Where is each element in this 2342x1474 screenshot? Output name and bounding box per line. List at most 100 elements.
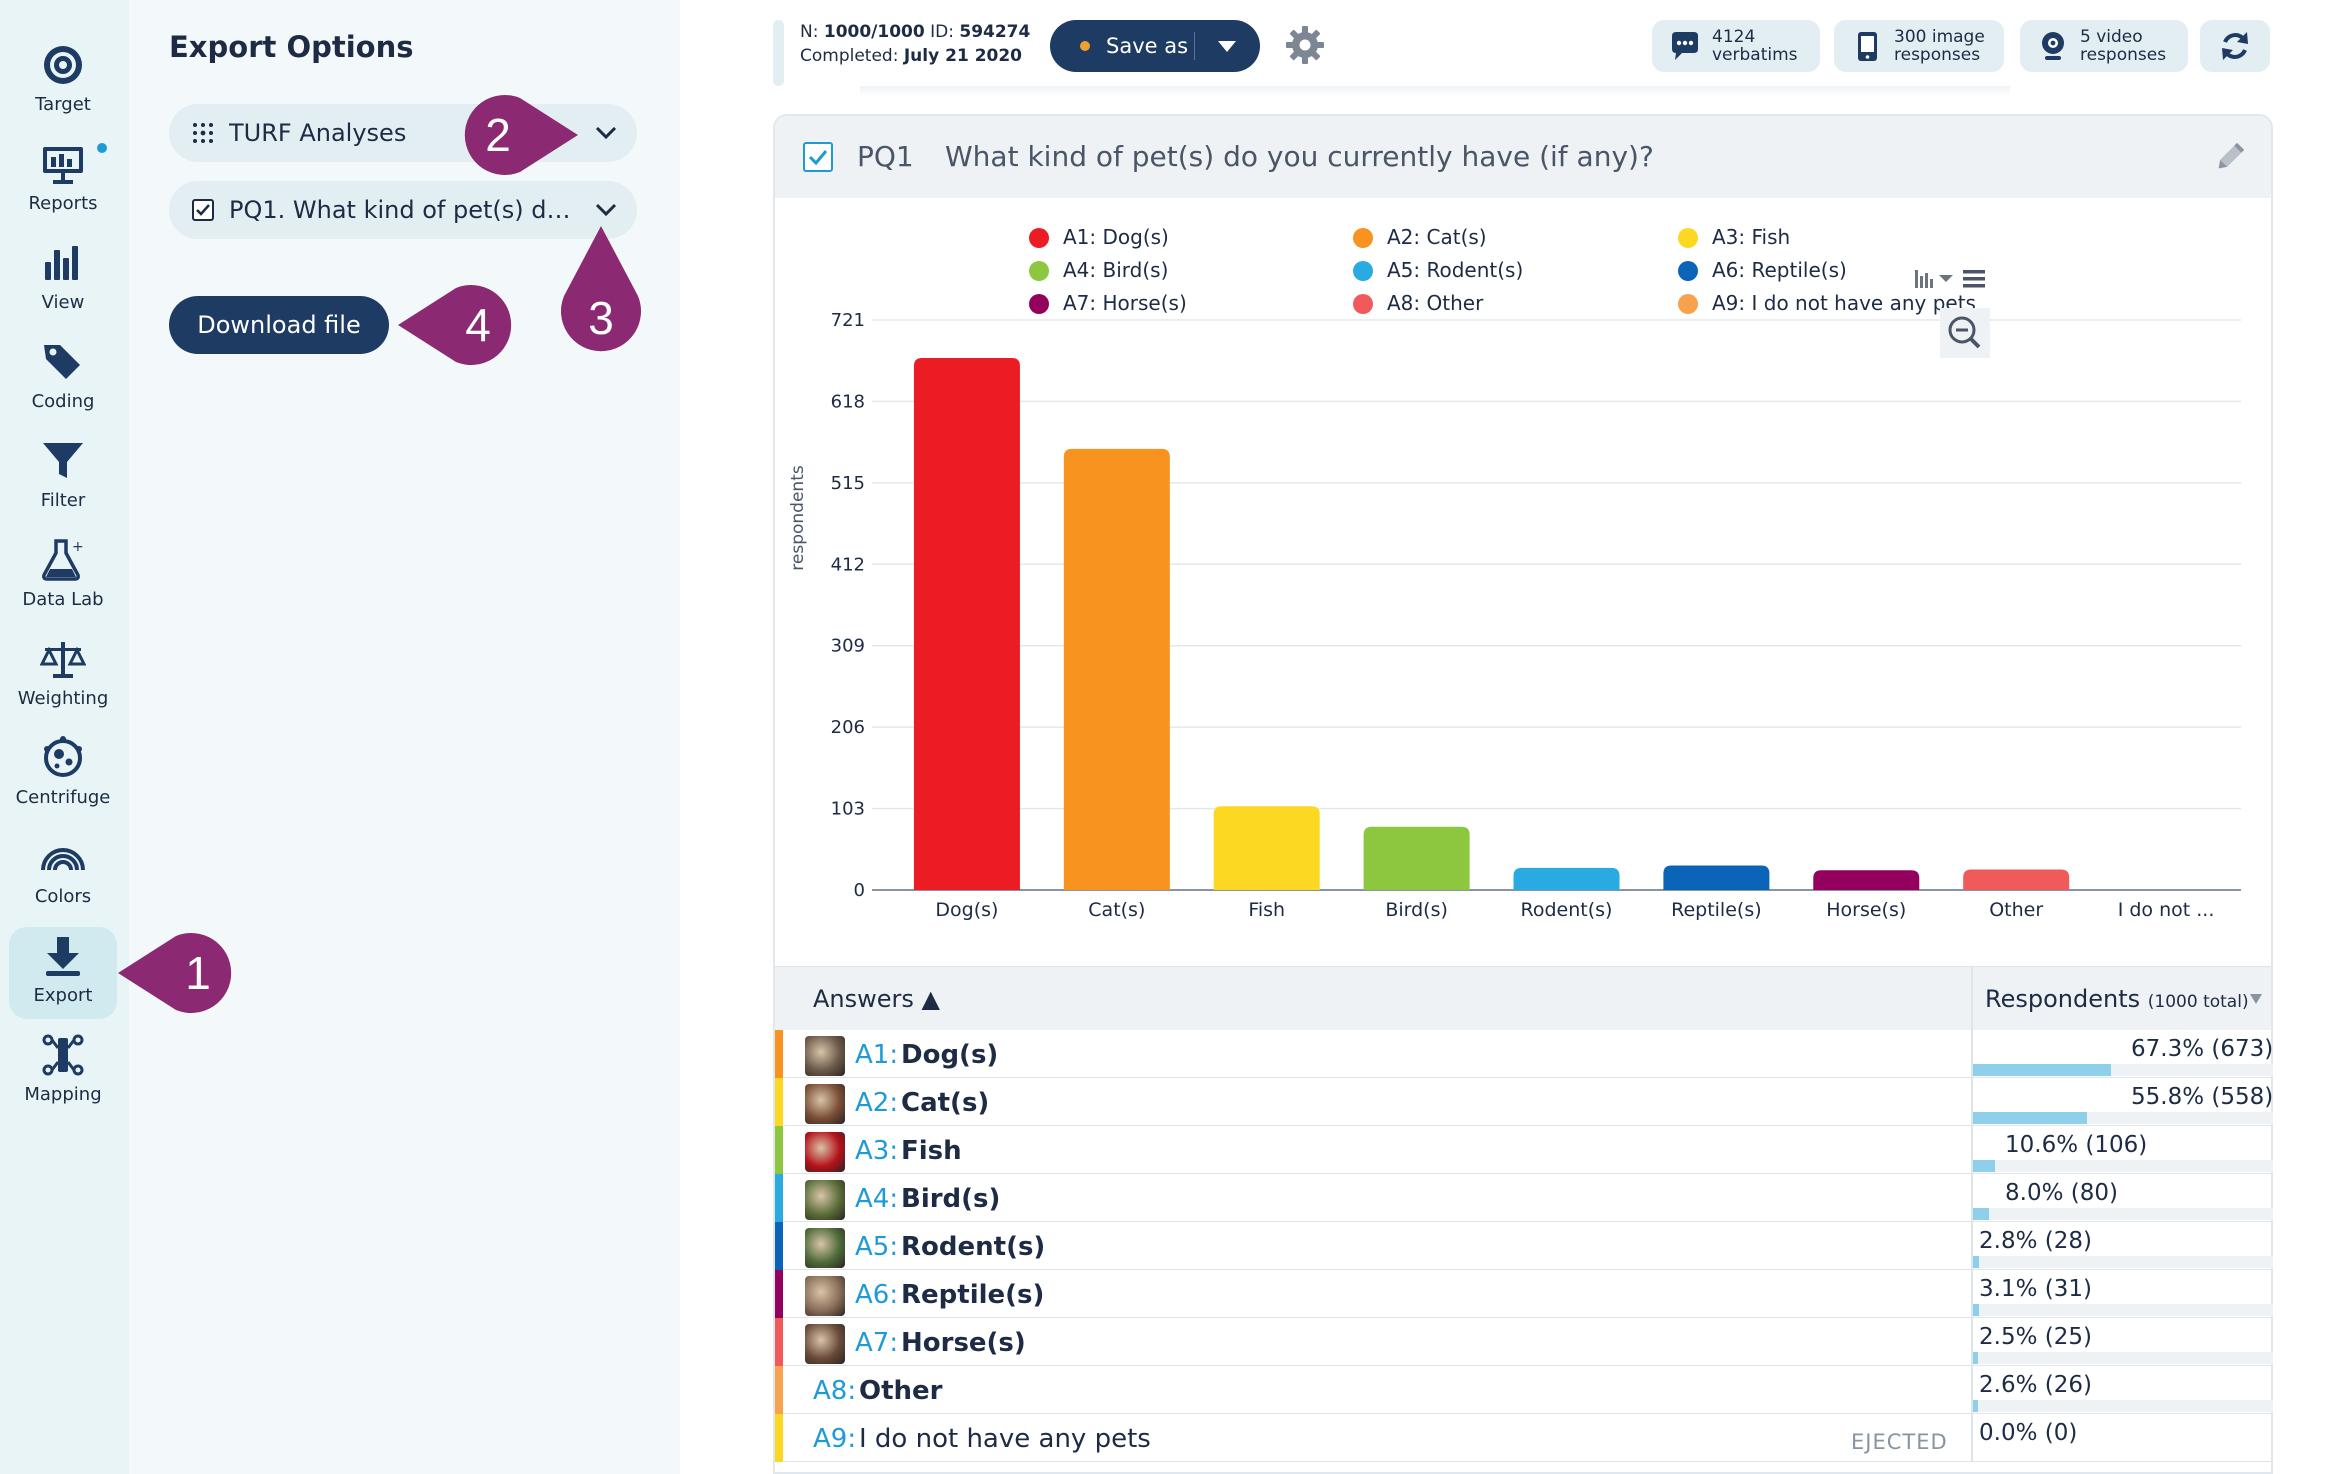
nav-label: Coding xyxy=(31,391,95,412)
answer-code: A2: xyxy=(855,1088,899,1118)
x-tick-label: Horse(s) xyxy=(1826,899,1906,921)
table-row[interactable]: A8: Other 2.6% (26) xyxy=(775,1366,2273,1414)
bar-rodent-s-[interactable] xyxy=(1513,867,1620,890)
answer-thumbnail[interactable] xyxy=(805,1276,845,1316)
question-card: PQ1 What kind of pet(s) do you currently… xyxy=(773,114,2273,1474)
bar-other[interactable] xyxy=(1963,869,2070,890)
bar-cat-s-[interactable] xyxy=(1063,448,1170,890)
legend-item[interactable]: A2: Cat(s) xyxy=(1353,225,1487,249)
table-row[interactable]: A9: I do not have any pets EJECTED 0.0% (0… xyxy=(775,1414,2271,1462)
divider xyxy=(1194,32,1195,60)
question-select[interactable]: PQ1. What kind of pet(s) do… xyxy=(169,181,637,239)
gear-icon[interactable] xyxy=(1284,24,1326,66)
answer-thumbnail[interactable] xyxy=(805,1180,845,1220)
bar-reptile-s-[interactable] xyxy=(1663,865,1770,890)
x-tick-label: Fish xyxy=(1248,899,1285,921)
respondents-value: 10.6% (106) xyxy=(2005,1132,2148,1158)
bar-bird-s-[interactable] xyxy=(1363,826,1470,890)
y-tick-label: 103 xyxy=(831,799,865,820)
nav-item-data-lab[interactable]: + Data Lab xyxy=(9,531,117,623)
stat-line: responses xyxy=(1894,45,1981,65)
caret-down-icon[interactable] xyxy=(1216,38,1238,54)
respondents-column-header[interactable]: Respondents (1000 total) xyxy=(1971,967,2271,1031)
legend-item[interactable]: A9: I do not have any pets xyxy=(1678,291,1976,315)
image-responses-pill[interactable]: 300 image responses xyxy=(1834,20,2004,72)
verbatims-pill[interactable]: 4124 verbatims xyxy=(1652,20,1820,72)
answer-thumbnail[interactable] xyxy=(805,1132,845,1172)
table-row[interactable]: A1: Dog(s) 67.3% (673) xyxy=(775,1030,2274,1078)
table-row[interactable]: A6: Reptile(s) 3.1% (31) xyxy=(775,1270,2273,1318)
table-row[interactable]: A4: Bird(s) 8.0% (80) xyxy=(775,1174,2273,1222)
nav-item-view[interactable]: View xyxy=(9,234,117,326)
legend-item[interactable]: A3: Fish xyxy=(1678,225,1790,249)
filter-icon xyxy=(43,443,83,478)
respondents-bar-fill xyxy=(1973,1112,2088,1124)
table-row[interactable]: A3: Fish 10.6% (106) xyxy=(775,1126,2273,1174)
answer-code: A9: xyxy=(813,1424,857,1454)
x-tick-label: I do not ... xyxy=(2118,899,2215,921)
chart-type-menu[interactable] xyxy=(1915,270,1953,288)
respondents-bar-track xyxy=(1973,1400,2273,1412)
video-responses-pill[interactable]: 5 video responses xyxy=(2020,20,2188,72)
respondents-value: 67.3% (673) xyxy=(2131,1036,2274,1062)
bar-horse-s-[interactable] xyxy=(1813,870,1920,890)
answer-thumbnail[interactable] xyxy=(805,1084,845,1124)
answers-column-header[interactable]: Answers ▲ xyxy=(813,985,940,1013)
respondents-bar-fill xyxy=(1973,1400,1979,1412)
centrifuge-icon xyxy=(44,736,82,777)
nav-label: Reports xyxy=(28,193,98,214)
refresh-button[interactable] xyxy=(2200,20,2270,72)
answer-thumbnail[interactable] xyxy=(805,1324,845,1364)
legend-item[interactable]: A1: Dog(s) xyxy=(1029,225,1169,249)
nav-item-filter[interactable]: Filter xyxy=(9,432,117,524)
legend-swatch xyxy=(1029,228,1049,248)
bar-fish[interactable] xyxy=(1213,806,1320,890)
legend-item[interactable]: A4: Bird(s) xyxy=(1029,258,1168,282)
legend-item[interactable]: A6: Reptile(s) xyxy=(1678,258,1847,282)
table-row[interactable]: A5: Rodent(s) 2.8% (28) xyxy=(775,1222,2273,1270)
nav-item-reports[interactable]: Reports xyxy=(9,135,117,227)
bar-dog-s-[interactable] xyxy=(913,357,1020,891)
x-tick-label: Reptile(s) xyxy=(1671,899,1762,921)
nav-item-colors[interactable]: Colors xyxy=(9,828,117,920)
respondents-value: 2.5% (25) xyxy=(1979,1324,2092,1350)
legend-item[interactable]: A7: Horse(s) xyxy=(1029,291,1187,315)
bar-chart: A1: Dog(s) A2: Cat(s) A3: Fish A4: Bird(s) A… xyxy=(788,225,2241,921)
save-as-button[interactable]: Save as xyxy=(1050,20,1260,72)
respondents-cell: 3.1% (31) xyxy=(1971,1270,2273,1318)
nav-item-centrifuge[interactable]: Centrifuge xyxy=(9,729,117,821)
nav-item-weighting[interactable]: Weighting xyxy=(9,630,117,722)
answer-color-strip xyxy=(775,1126,783,1174)
zoom-out-button[interactable] xyxy=(1940,308,1990,358)
completed-info: Completed: July 21 2020 xyxy=(800,46,1022,66)
nav-item-target[interactable]: Target xyxy=(9,36,117,128)
legend-item[interactable]: A8: Other xyxy=(1353,291,1484,315)
respondents-value: 8.0% (80) xyxy=(2005,1180,2118,1206)
callout-marker-1: 1 xyxy=(118,933,232,1013)
question-checkbox[interactable] xyxy=(803,142,833,172)
legend-item[interactable]: A5: Rodent(s) xyxy=(1353,258,1523,282)
answer-thumbnail[interactable] xyxy=(805,1036,845,1076)
answer-color-strip xyxy=(775,1222,783,1270)
respondents-bar-fill xyxy=(1973,1064,2111,1076)
callout-number: 3 xyxy=(588,292,614,344)
answer-code: A4: xyxy=(855,1184,899,1214)
nav-item-mapping[interactable]: Mapping xyxy=(9,1026,117,1118)
chart-bars xyxy=(913,357,2070,891)
legend-swatch xyxy=(1029,261,1049,281)
chevron-down-icon[interactable] xyxy=(593,120,619,146)
table-row[interactable]: A2: Cat(s) 55.8% (558) xyxy=(775,1078,2273,1126)
data-lab-icon: + xyxy=(42,539,84,581)
table-row[interactable]: A7: Horse(s) 2.5% (25) xyxy=(775,1318,2273,1366)
chevron-down-icon[interactable] xyxy=(593,197,619,223)
pencil-icon[interactable] xyxy=(2213,140,2247,174)
answer-label: Rodent(s) xyxy=(901,1232,1046,1262)
nav-item-coding[interactable]: Coding xyxy=(9,333,117,425)
answer-label: Reptile(s) xyxy=(901,1280,1045,1310)
answer-thumbnail[interactable] xyxy=(805,1228,845,1268)
nav-item-export[interactable]: Export xyxy=(9,927,117,1019)
download-file-button[interactable]: Download file xyxy=(169,296,389,354)
video-responses-text: 5 video responses xyxy=(2080,28,2166,64)
stat-line: responses xyxy=(2080,45,2167,65)
hamburger-menu-icon[interactable] xyxy=(1963,270,1985,288)
